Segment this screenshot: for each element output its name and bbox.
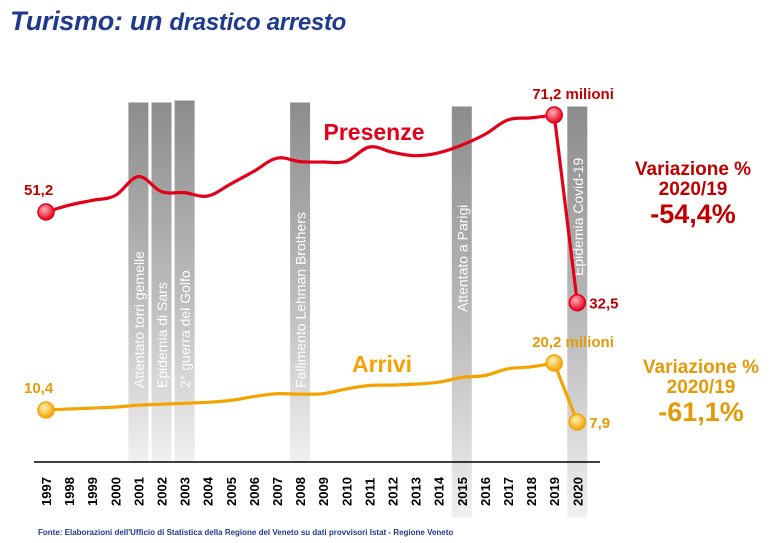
- event-label-2015: Attentato a Parigi: [454, 205, 470, 312]
- x-tick-2010: 2010: [339, 477, 354, 506]
- label-presenze-peak: 71,2 milioni: [532, 86, 614, 103]
- x-tick-2015: 2015: [455, 477, 470, 506]
- label-arrivi-peak: 20,2 milioni: [532, 334, 614, 351]
- point-arrivi-start: [37, 401, 55, 419]
- variation-arrivi: Variazione % 2020/19 -61,1%: [626, 357, 776, 427]
- x-tick-1999: 1999: [85, 477, 100, 506]
- point-arrivi-end: [568, 413, 587, 431]
- x-tick-1997: 1997: [39, 477, 54, 506]
- x-tick-2003: 2003: [178, 477, 193, 506]
- x-tick-2002: 2002: [155, 477, 170, 506]
- x-tick-2013: 2013: [409, 477, 424, 506]
- x-tick-2020: 2020: [570, 477, 585, 506]
- event-label-2020: Epidemia Covid-19: [570, 158, 586, 276]
- x-tick-2001: 2001: [131, 477, 146, 506]
- variation-arrivi-label-2: 2020/19: [666, 376, 736, 398]
- line-arrivi: [44, 361, 556, 412]
- x-tick-2017: 2017: [501, 477, 516, 506]
- line-presenze: [44, 113, 556, 214]
- x-tick-2004: 2004: [201, 476, 216, 506]
- event-label-2002: Epidemia di Sars: [154, 282, 170, 388]
- x-tick-2005: 2005: [224, 477, 239, 506]
- label-presenze-start: 51,2: [24, 182, 53, 199]
- x-tick-2000: 2000: [108, 477, 123, 506]
- x-tick-2019: 2019: [547, 477, 562, 506]
- x-tick-2008: 2008: [293, 477, 308, 506]
- source-note: Fonte: Elaborazioni dell'Ufficio di Stat…: [38, 528, 454, 537]
- label-arrivi-start: 10,4: [24, 380, 54, 397]
- variation-arrivi-label-1: Variazione %: [642, 357, 760, 378]
- point-presenze-start: [37, 203, 55, 221]
- page-title: Turismo: un drastico arresto: [10, 6, 346, 37]
- x-tick-2007: 2007: [270, 477, 285, 506]
- title-part-1: Turismo: un: [10, 6, 163, 36]
- line-drop-presenze: [552, 113, 579, 305]
- event-label-2008: Fallimento Lehman Brothers: [293, 212, 309, 388]
- point-arrivi-peak: [545, 354, 563, 372]
- x-tick-2014: 2014: [432, 476, 447, 506]
- event-band-2002: [150, 101, 173, 463]
- event-band-2015: [450, 105, 473, 519]
- x-tick-1998: 1998: [62, 477, 77, 506]
- variation-arrivi-value: -61,1%: [658, 396, 744, 427]
- event-label-2001: Attentato torri gemelle: [131, 251, 147, 388]
- label-arrivi-end: 7,9: [589, 415, 610, 432]
- series-name-presenze: Presenze: [323, 119, 424, 145]
- line-drop-arrivi: [552, 361, 579, 424]
- variation-presenze-value: -54,4%: [650, 198, 736, 229]
- x-tick-2018: 2018: [524, 477, 539, 506]
- series-name-arrivi: Arrivi: [352, 351, 412, 377]
- x-tick-2012: 2012: [386, 477, 401, 506]
- x-tick-2011: 2011: [362, 478, 377, 506]
- label-presenze-end: 32,5: [589, 296, 618, 313]
- x-tick-2009: 2009: [316, 477, 331, 506]
- variation-presenze-label-1: Variazione %: [634, 159, 752, 180]
- variation-presenze: Variazione % 2020/19 -54,4%: [618, 159, 768, 229]
- x-tick-2006: 2006: [247, 477, 262, 506]
- point-presenze-end: [568, 293, 587, 312]
- point-presenze-peak: [545, 106, 563, 124]
- variation-presenze-label-2: 2020/19: [658, 178, 728, 200]
- event-label-2003: 2° guerra del Golfo: [177, 270, 193, 388]
- title-part-2: drastico arresto: [169, 9, 347, 36]
- x-tick-2016: 2016: [478, 477, 493, 506]
